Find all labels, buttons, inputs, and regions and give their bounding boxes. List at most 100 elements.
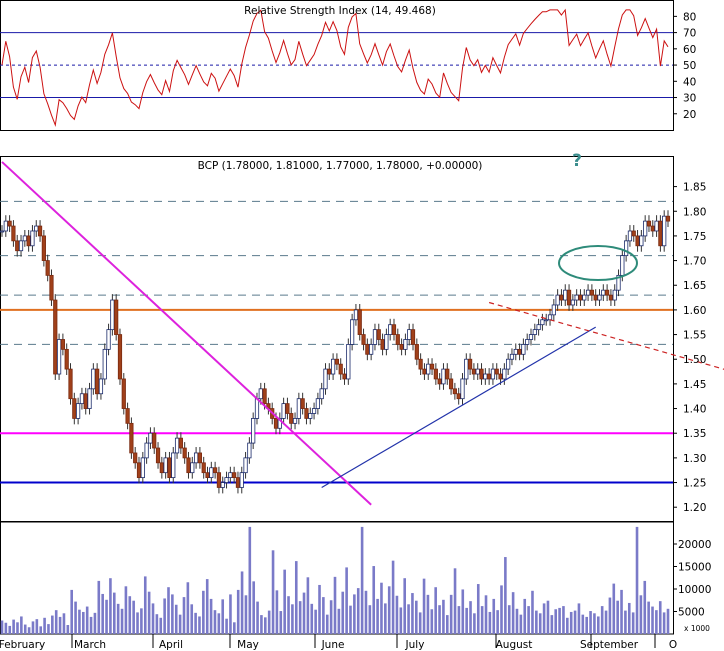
volume-bar [124,586,128,634]
volume-bar [209,598,213,634]
candle-up [369,344,374,355]
candle-up [509,353,515,360]
candle-up [372,329,378,345]
candle-down [289,413,294,424]
price-tick-label: 1.40 [683,404,706,416]
volume-bar [194,612,197,634]
candle-up [87,388,92,409]
candle-down [433,368,438,380]
candle-down [494,368,499,375]
volume-bar [283,569,286,634]
rsi-tick-label: 30 [683,93,696,105]
volume-bar [538,613,542,634]
candle-down [357,309,362,335]
candle-down [41,235,46,261]
price-tick-label: 1.85 [683,182,706,194]
candle-down [37,225,43,237]
volume-bar [171,594,174,634]
volume-bar [236,589,240,634]
candle-up [582,294,587,301]
candle-up [460,378,465,400]
volume-bar [275,590,279,634]
volume-bar [624,610,627,634]
volume-bar [604,610,608,634]
volume-bar [147,591,151,634]
volume-bar [639,595,643,634]
volume-bar [426,594,430,634]
volume-bar [527,606,530,634]
candle-down [213,467,218,474]
volume-bar [387,586,391,634]
candle-up [319,388,324,400]
volume-bar [445,615,449,634]
volume-bar [190,604,194,634]
volume-bar [337,608,341,634]
volume-bar [612,583,616,634]
candle-up [110,299,115,331]
volume-bar [322,597,325,634]
volume-bar [542,603,546,634]
volume-bar [356,588,360,634]
volume-bar [233,622,236,634]
candle-up [277,418,282,429]
rsi-tick-label: 20 [683,109,696,121]
volume-panel [0,521,674,635]
volume-bar [35,619,39,634]
candle-up [350,319,355,345]
volume-bar [159,617,163,634]
rsi-tick-label: 70 [683,28,696,40]
volume-bar [128,596,132,634]
rsi-tick-label: 50 [683,60,696,72]
candle-up [18,240,24,252]
volume-bar [496,610,499,634]
volume-bar [403,578,406,634]
price-tick-label: 1.65 [683,280,706,292]
volume-bar [20,616,23,634]
volume-bar [562,606,565,634]
month-label: February [0,639,45,651]
candle-down [232,472,237,479]
candle-down [178,437,183,449]
candle-up [190,462,195,474]
volume-bar [643,580,647,634]
volume-bar [205,579,209,634]
volume-bar [54,610,58,634]
candle-up [315,398,320,409]
candle-down [422,368,427,375]
candle-down [72,398,77,419]
volume-bar [252,581,255,634]
volume-bar [74,601,77,634]
price-tick-label: 1.35 [683,428,706,440]
volume-bar [488,611,492,634]
volume-bar [294,561,298,634]
candle-down [605,289,610,296]
candle-up [22,235,27,242]
candle-up [612,289,617,301]
volume-bar [376,598,379,634]
volume-bar [89,616,93,634]
candle-down [559,294,564,301]
candle-up [597,294,602,301]
candle-down [129,422,134,454]
candle-up [544,319,549,322]
candle-down [26,235,31,247]
candle-down [83,393,88,409]
rsi-tick-label: 60 [683,44,696,56]
candle-up [407,329,412,340]
volume-bar [341,591,345,634]
volume-bar [47,624,50,634]
candle-up [224,477,229,483]
volume-bar [318,584,321,634]
candle-down [167,457,172,479]
candle-up [483,373,488,380]
volume-bar [221,599,225,634]
price-tick-label: 1.25 [683,478,706,490]
volume-bar [136,612,139,634]
volume-bar [267,610,271,634]
volume-bar [380,582,383,634]
candle-down [376,329,381,340]
volume-bar [287,596,290,634]
volume-bar [430,609,434,634]
volume-bar [120,608,124,634]
